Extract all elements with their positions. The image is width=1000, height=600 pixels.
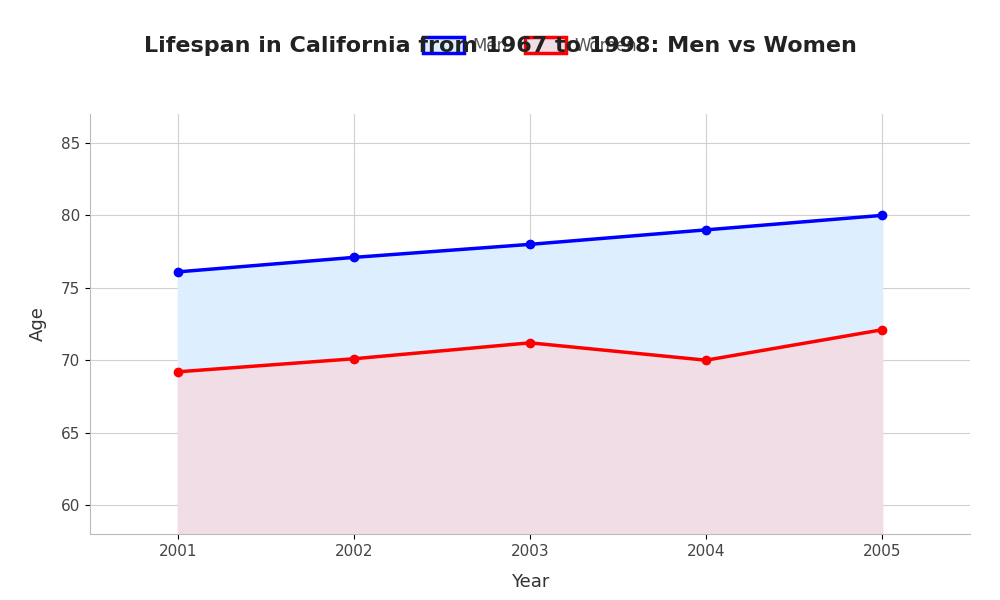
Legend: Men, Women: Men, Women bbox=[416, 30, 644, 61]
Y-axis label: Age: Age bbox=[29, 307, 47, 341]
Text: Lifespan in California from 1967 to 1998: Men vs Women: Lifespan in California from 1967 to 1998… bbox=[144, 36, 856, 56]
X-axis label: Year: Year bbox=[511, 572, 549, 590]
